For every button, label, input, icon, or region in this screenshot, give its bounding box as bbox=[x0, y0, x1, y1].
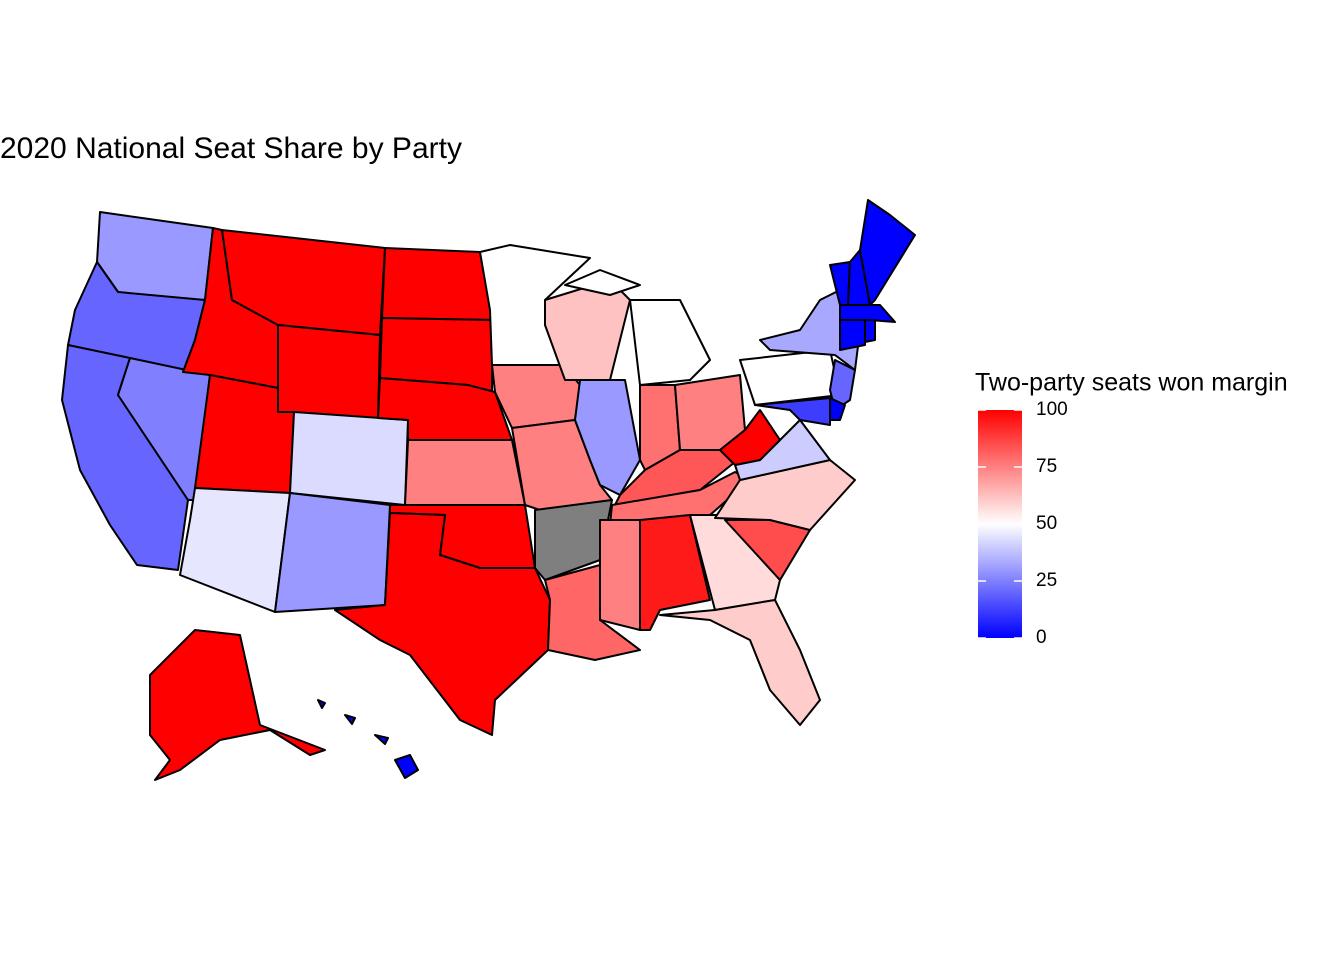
chart-title: 2020 National Seat Share by Party bbox=[0, 132, 462, 165]
legend: 0 25 50 75 100 bbox=[978, 399, 1068, 648]
state bbox=[574, 379, 641, 496]
legend-title: Two-party seats won margin bbox=[975, 369, 1288, 397]
state bbox=[599, 519, 641, 631]
state bbox=[864, 319, 876, 343]
state bbox=[334, 512, 551, 736]
state bbox=[839, 319, 866, 351]
state bbox=[659, 599, 821, 726]
state bbox=[739, 349, 841, 406]
state bbox=[564, 269, 711, 386]
map bbox=[61, 199, 916, 781]
legend-tick-label: 0 bbox=[1036, 627, 1047, 648]
state bbox=[829, 397, 846, 421]
legend-tick-label: 50 bbox=[1036, 513, 1057, 534]
state bbox=[289, 411, 409, 506]
state bbox=[404, 439, 526, 506]
legend-tick-label: 25 bbox=[1036, 570, 1057, 591]
state bbox=[274, 492, 391, 613]
legend-tick-label: 75 bbox=[1036, 456, 1057, 477]
state bbox=[317, 699, 419, 779]
state bbox=[381, 247, 493, 321]
legend-tick-label: 100 bbox=[1036, 399, 1068, 420]
state bbox=[534, 499, 613, 581]
state bbox=[149, 629, 326, 781]
state bbox=[859, 199, 916, 306]
state bbox=[719, 409, 781, 466]
state bbox=[277, 324, 381, 421]
state bbox=[754, 397, 831, 426]
state bbox=[179, 487, 291, 613]
state bbox=[839, 304, 896, 323]
